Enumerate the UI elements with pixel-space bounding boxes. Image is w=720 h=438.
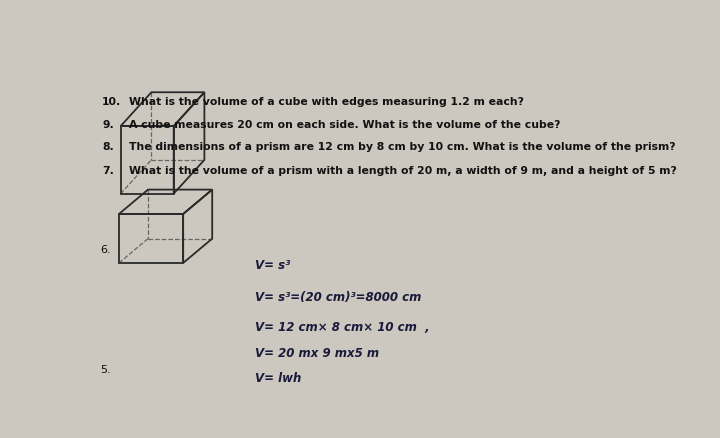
Text: V= s³: V= s³ (255, 258, 290, 271)
Text: What is the volume of a cube with edges measuring 1.2 m each?: What is the volume of a cube with edges … (129, 97, 524, 107)
Text: V= lwh: V= lwh (255, 371, 301, 384)
Text: 7.: 7. (102, 166, 114, 176)
Text: V= 20 mx 9 mx5 m: V= 20 mx 9 mx5 m (255, 346, 379, 359)
Text: V= s³=(20 cm)³=8000 cm: V= s³=(20 cm)³=8000 cm (255, 290, 421, 303)
Text: 9.: 9. (102, 120, 114, 130)
Text: A cube measures 20 cm on each side. What is the volume of the cube?: A cube measures 20 cm on each side. What… (129, 120, 561, 130)
Text: 8.: 8. (102, 142, 114, 152)
Text: 5.: 5. (100, 364, 111, 374)
Text: 6.: 6. (100, 245, 111, 255)
Text: What is the volume of a prism with a length of 20 m, a width of 9 m, and a heigh: What is the volume of a prism with a len… (129, 166, 677, 176)
Text: 10.: 10. (102, 97, 122, 107)
Text: V= 12 cm× 8 cm× 10 cm  ,: V= 12 cm× 8 cm× 10 cm , (255, 321, 429, 334)
Text: The dimensions of a prism are 12 cm by 8 cm by 10 cm. What is the volume of the : The dimensions of a prism are 12 cm by 8… (129, 142, 675, 152)
